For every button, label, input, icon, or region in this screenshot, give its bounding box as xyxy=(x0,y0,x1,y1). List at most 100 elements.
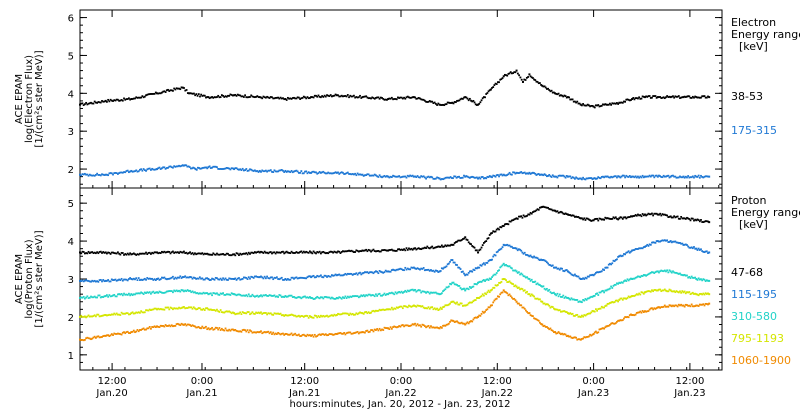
data-point xyxy=(583,278,586,280)
data-point xyxy=(566,270,569,273)
x-tick-time-label: 12:00 xyxy=(98,376,127,387)
data-point xyxy=(250,312,253,315)
data-point xyxy=(289,333,292,336)
data-point xyxy=(614,259,617,261)
data-point xyxy=(269,251,272,253)
data-point xyxy=(320,334,322,336)
data-point xyxy=(288,252,291,254)
data-point xyxy=(464,96,467,99)
data-point xyxy=(146,93,149,96)
data-point xyxy=(474,249,477,252)
data-point xyxy=(631,98,634,100)
data-point xyxy=(620,281,623,284)
data-point xyxy=(377,176,380,178)
data-point xyxy=(655,307,658,309)
data-point xyxy=(521,216,524,219)
data-point xyxy=(582,315,584,318)
data-point xyxy=(206,96,209,98)
data-point xyxy=(246,170,249,172)
data-point xyxy=(670,95,673,98)
data-point xyxy=(80,252,83,255)
data-point xyxy=(680,215,683,218)
data-point xyxy=(595,293,597,295)
data-point xyxy=(510,245,513,248)
data-point xyxy=(651,212,653,215)
data-point xyxy=(366,312,369,315)
data-point xyxy=(351,295,354,297)
data-point xyxy=(113,252,116,254)
data-point xyxy=(619,319,622,321)
data-point xyxy=(537,283,540,286)
data-point xyxy=(275,170,278,173)
data-point xyxy=(404,249,407,252)
data-point xyxy=(571,274,574,276)
data-point xyxy=(313,171,316,174)
data-point xyxy=(442,178,445,181)
data-point xyxy=(544,86,547,89)
data-point xyxy=(659,175,662,178)
data-point xyxy=(214,326,217,329)
data-point xyxy=(98,279,101,281)
data-point xyxy=(372,294,375,297)
data-point xyxy=(431,306,434,309)
data-point xyxy=(93,314,96,317)
data-point xyxy=(542,302,545,305)
data-point xyxy=(625,98,628,101)
data-point xyxy=(668,241,671,243)
data-point xyxy=(331,333,333,336)
data-point xyxy=(460,302,463,305)
data-point xyxy=(583,299,586,302)
data-point xyxy=(224,167,227,170)
data-point xyxy=(211,309,213,311)
data-point xyxy=(460,321,463,324)
data-point xyxy=(659,270,662,273)
data-point xyxy=(284,295,287,298)
data-point xyxy=(238,330,240,333)
data-point xyxy=(550,292,553,295)
data-point xyxy=(180,164,183,167)
data-point xyxy=(365,271,368,274)
data-point xyxy=(148,277,151,280)
data-point xyxy=(633,98,636,101)
data-point xyxy=(558,211,561,214)
data-point xyxy=(196,277,199,280)
data-point xyxy=(316,274,319,277)
data-point xyxy=(195,168,198,171)
data-point xyxy=(282,314,284,316)
data-point xyxy=(148,291,151,294)
data-point xyxy=(112,173,114,176)
data-point xyxy=(229,294,232,296)
data-point xyxy=(610,322,613,325)
data-point xyxy=(321,276,324,278)
data-point xyxy=(107,98,110,101)
data-point xyxy=(277,251,280,254)
data-point xyxy=(82,280,85,283)
data-point xyxy=(302,315,305,318)
data-point xyxy=(593,106,596,109)
data-point xyxy=(625,251,628,254)
data-point xyxy=(199,95,201,98)
data-point xyxy=(667,174,670,177)
data-point xyxy=(492,274,495,277)
data-point xyxy=(315,171,317,174)
data-point xyxy=(600,218,603,221)
data-point xyxy=(81,173,84,176)
data-point xyxy=(115,252,118,255)
data-point xyxy=(342,332,344,335)
data-point xyxy=(677,273,680,275)
data-point xyxy=(209,96,212,99)
data-point xyxy=(169,306,172,309)
data-point xyxy=(403,269,405,272)
data-point xyxy=(93,335,96,338)
data-point xyxy=(350,296,353,298)
data-point xyxy=(393,175,396,178)
data-point xyxy=(482,294,485,297)
data-point xyxy=(420,248,423,251)
data-point xyxy=(381,176,383,179)
data-point xyxy=(286,295,289,298)
data-point xyxy=(165,306,168,309)
data-point xyxy=(94,252,97,255)
data-point xyxy=(637,175,639,178)
data-point xyxy=(553,331,555,334)
